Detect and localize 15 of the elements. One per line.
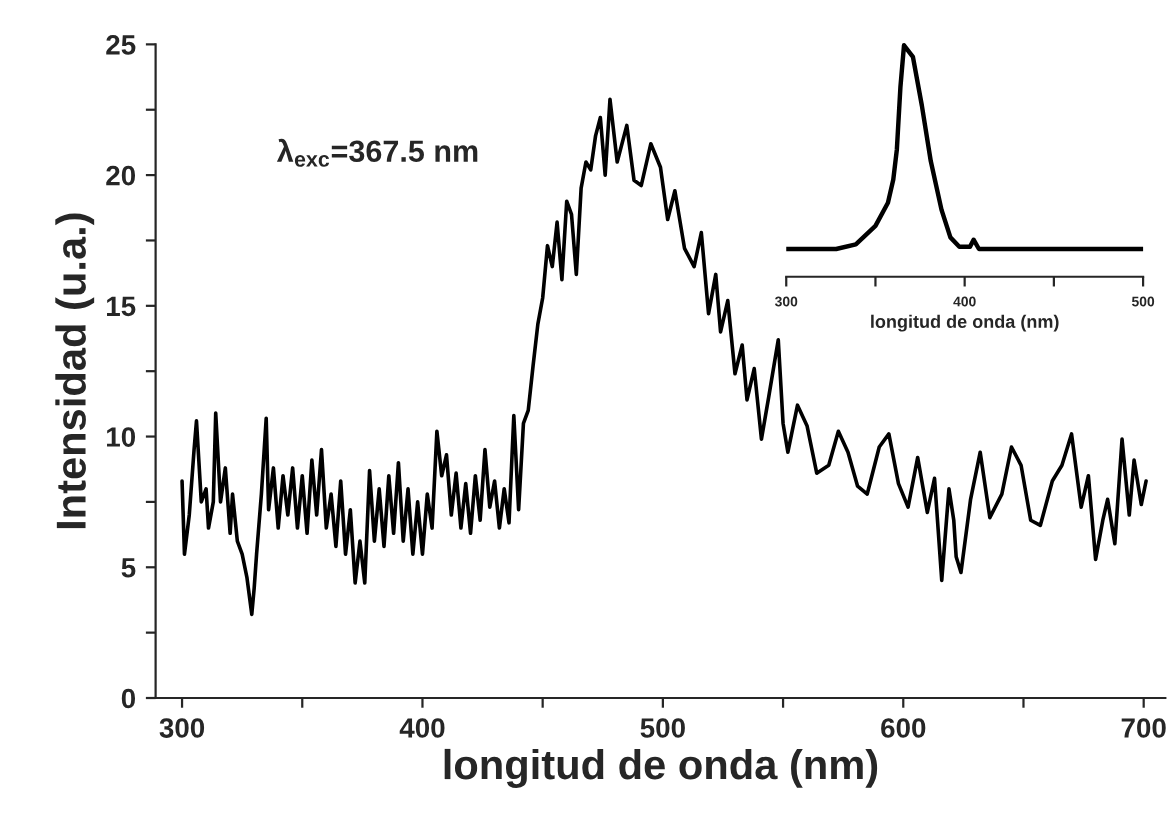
x-axis-title: longitud de onda (nm) <box>444 748 878 788</box>
x-tick-label: 500 <box>640 718 685 738</box>
x-tick-label: 400 <box>399 718 445 738</box>
x-axis-title: longitud de onda (nm) <box>871 314 1059 332</box>
y-tick-label: 20 <box>106 165 136 186</box>
annotation: λ$_{exc}$=367.5 nm <box>276 138 478 167</box>
x-tick-label: 700 <box>1121 718 1166 738</box>
y-tick-label: 10 <box>107 427 136 447</box>
y-tick-label: 0 <box>121 688 136 709</box>
y-tick-label: 15 <box>107 296 136 317</box>
x-tick-label: 600 <box>881 718 926 738</box>
x-tick-label: 300 <box>159 718 205 738</box>
y-tick-label: 5 <box>121 558 136 578</box>
y-tick-label: 25 <box>106 35 136 55</box>
y-axis-title: Intensidad (u.a.) <box>55 213 95 529</box>
